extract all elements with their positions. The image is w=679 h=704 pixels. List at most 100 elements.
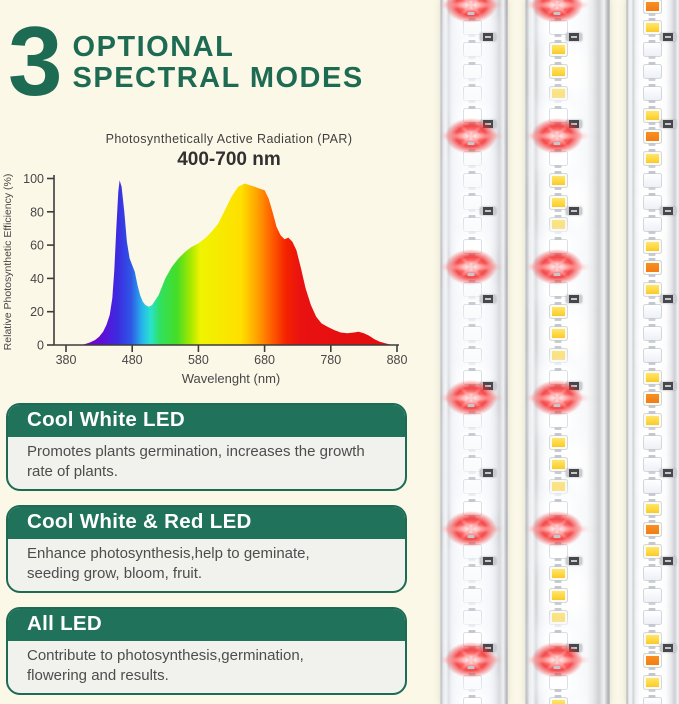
spectrum-curve [79,180,396,345]
resistor-component [480,644,497,653]
white-led [462,566,482,582]
red-led [525,510,590,547]
white-led [548,544,568,560]
red-led-flare [531,510,584,547]
tick-label: 20 [30,305,44,319]
card-title: Cool White LED [8,405,405,437]
orange-led [642,522,662,538]
resistor-component [660,556,677,565]
resistor-component [660,644,677,653]
unlit-led [642,697,662,704]
red-led [525,117,590,154]
unlit-led [642,173,662,189]
white-led [462,435,482,451]
unlit-led [642,347,662,363]
red-led-flare [445,248,498,285]
red-led-flare [458,123,484,149]
red-led-flare [458,254,484,280]
resistor-component [566,469,583,478]
white-led [462,282,482,298]
unlit-led [642,216,662,232]
resistor-component [566,644,583,653]
resistor-component [566,382,583,391]
red-led-flare [531,248,584,285]
phosphor-led [642,107,662,123]
card-cool-white-red: Cool White & Red LED Enhance photosynthe… [6,505,407,593]
red-led-flare [544,0,570,18]
unlit-led [642,456,662,472]
title-line-2: SPECTRAL MODES [72,62,364,95]
chart-subtitle: 400-700 nm [177,149,281,170]
resistor-component [480,294,497,303]
red-led [525,0,590,23]
tick-label: 680 [254,353,275,367]
phosphor-led [642,151,662,167]
white-led [548,20,568,36]
white-led [462,173,482,189]
phosphor-led [642,282,662,298]
red-led-flare [440,133,504,139]
red-led-flare [445,117,498,154]
red-led-flare [440,2,504,8]
red-led-flare [525,526,590,532]
title-line-1: OPTIONAL [72,31,235,63]
card-all-led: All LED Contribute to photosynthesis,ger… [6,607,407,695]
red-led-flare [531,117,584,154]
resistor-component [566,556,583,565]
white-led [462,63,482,79]
card-cool-white: Cool White LED Promotes plants germinati… [6,403,407,491]
red-led-flare [458,254,484,280]
resistor-component [566,120,583,129]
white-led [462,369,482,385]
red-led-flare [445,0,498,23]
red-led [440,117,504,154]
white-led [548,413,568,429]
white-led [548,282,568,298]
phosphor-led [642,20,662,36]
orange-led [642,0,662,14]
red-led-flare [544,254,570,280]
title-text: OPTIONAL SPECTRAL MODES [72,31,364,95]
phosphor-led [548,566,568,582]
white-led [462,500,482,516]
y-axis-label: Relative Photosynthetic Efficiency (%) [2,174,14,351]
led-strip-white-red-lit [440,0,508,704]
white-led [462,325,482,341]
red-led-flare [525,395,590,401]
unlit-led [642,42,662,58]
phosphor-led [642,675,662,691]
red-led [440,641,504,678]
resistor-component [480,556,497,565]
phosphor-led [548,194,568,210]
red-led-flare [458,0,484,18]
tick-label: 40 [30,272,44,286]
white-led [462,697,482,704]
red-led-flare [445,379,498,416]
red-led-flare [525,264,590,270]
white-led [462,544,482,560]
white-led [548,675,568,691]
card-title: Cool White & Red LED [8,507,405,539]
mode-count-number: 3 [8,6,62,116]
card-body: Enhance photosynthesis,help to geminate,… [27,545,310,582]
white-led [462,151,482,167]
red-led [525,248,590,285]
unlit-led [642,63,662,79]
resistor-component [566,294,583,303]
red-led-flare [544,0,570,18]
resistor-component [480,207,497,216]
card-title: All LED [8,609,405,641]
red-led [440,0,504,23]
resistor-component [660,469,677,478]
red-led-flare [531,0,584,23]
phosphor-led [548,173,568,189]
phosphor-led [548,85,568,101]
chart-title: Photosynthetically Active Radiation (PAR… [105,132,353,146]
unlit-led [642,478,662,494]
phosphor-led [642,631,662,647]
tick-label: 480 [122,353,143,367]
red-led-flare [440,526,504,532]
white-led [462,216,482,232]
chart-axes [47,175,399,352]
white-led [462,609,482,625]
